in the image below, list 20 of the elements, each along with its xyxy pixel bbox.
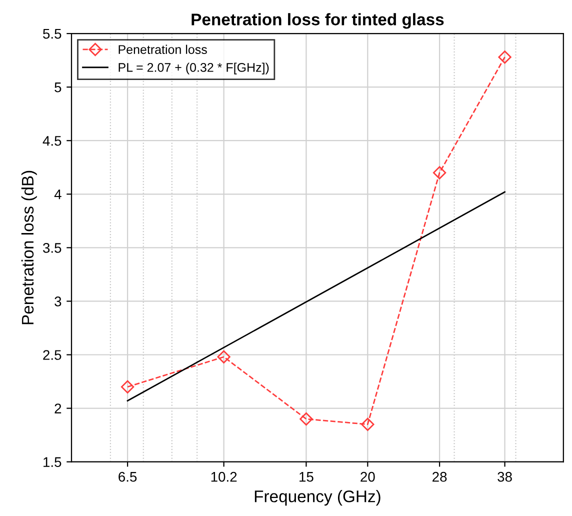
y-tick-label: 2.5 <box>43 350 62 360</box>
y-tick-label: 3 <box>54 296 62 306</box>
y-tick-label: 3.5 <box>43 243 62 253</box>
x-tick-label: 38 <box>498 472 512 482</box>
x-tick-label: 6.5 <box>118 472 137 482</box>
legend-label: Penetration loss <box>118 44 207 54</box>
x-axis-title: Frequency (GHz) <box>254 490 380 506</box>
y-tick-label: 4 <box>54 190 62 200</box>
y-tick-label: 2 <box>54 404 62 414</box>
x-tick-label: 20 <box>360 472 375 482</box>
y-tick-label: 5.5 <box>43 29 62 39</box>
y-tick-label: 4.5 <box>42 136 62 146</box>
x-tick-label: 15 <box>300 472 314 482</box>
x-tick-label: 10.2 <box>211 472 237 482</box>
x-tick-label: 28 <box>432 472 447 482</box>
chart-title: Penetration loss for tinted glass <box>192 13 444 29</box>
y-axis-title: Penetration loss (dB) <box>21 170 37 324</box>
y-tick-label: 1.5 <box>44 457 62 467</box>
legend-label: PL = 2.07 + (0.32 * F[GHz]) <box>118 62 269 74</box>
y-tick-label: 5 <box>54 82 62 92</box>
